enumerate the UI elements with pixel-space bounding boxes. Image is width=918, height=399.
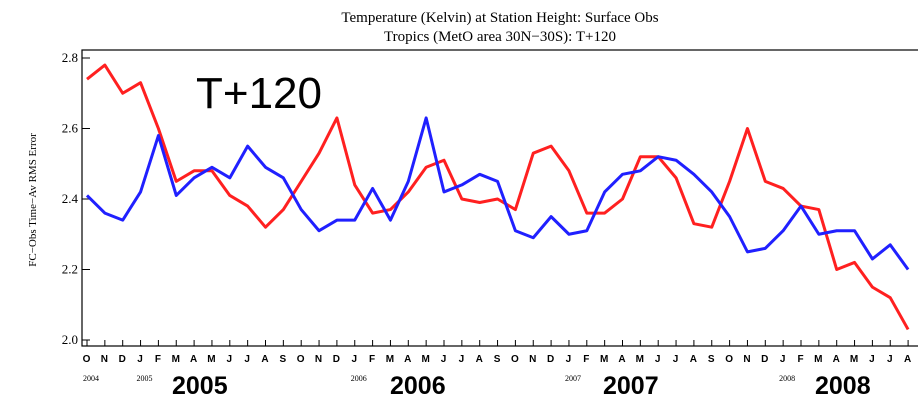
x-tick-label: J — [137, 354, 144, 365]
big-year-label: 2007 — [603, 372, 659, 399]
x-tick-label: O — [511, 354, 520, 365]
x-tick-label: F — [583, 354, 590, 365]
year-label: 2004 — [83, 374, 99, 383]
x-tick-label: J — [459, 354, 466, 365]
big-year-label: 2008 — [815, 372, 871, 399]
big-year-label: 2005 — [172, 372, 228, 399]
x-tick-label: D — [547, 354, 555, 365]
y-tick-label: 2.8 — [62, 50, 78, 65]
year-label: 2007 — [565, 374, 581, 383]
x-tick-label: A — [261, 354, 269, 365]
y-tick-label: 2.6 — [62, 121, 79, 136]
x-tick-label: F — [369, 354, 376, 365]
x-tick-label: D — [761, 354, 769, 365]
x-tick-label: J — [887, 354, 894, 365]
x-tick-label: J — [566, 354, 573, 365]
x-tick-label: A — [618, 354, 626, 365]
y-tick-label: 2.2 — [62, 262, 78, 277]
annotation: T+120 — [196, 69, 322, 118]
chart-title: Temperature (Kelvin) at Station Height: … — [341, 10, 658, 26]
x-tick-label: M — [600, 354, 609, 365]
year-label: 2008 — [779, 374, 795, 383]
x-tick-label: M — [172, 354, 181, 365]
x-tick-label: N — [315, 354, 323, 365]
x-tick-label: J — [441, 354, 448, 365]
x-tick-label: O — [725, 354, 734, 365]
x-tick-label: S — [280, 354, 288, 365]
y-tick-label: 2.4 — [62, 191, 79, 206]
year-label: 2006 — [351, 374, 367, 383]
x-tick-label: O — [297, 354, 306, 365]
x-tick-label: J — [673, 354, 680, 365]
x-tick-label: M — [421, 354, 430, 365]
x-tick-label: A — [190, 354, 198, 365]
series-line — [86, 63, 910, 331]
x-tick-label: J — [780, 354, 787, 365]
x-tick-label: M — [386, 354, 395, 365]
x-tick-label: A — [690, 354, 698, 365]
x-tick-label: N — [743, 354, 751, 365]
x-tick-label: A — [476, 354, 484, 365]
y-tick-label: 2.0 — [62, 332, 78, 347]
x-tick-label: J — [351, 354, 358, 365]
x-tick-label: M — [636, 354, 645, 365]
x-tick-label: O — [83, 354, 92, 365]
x-tick-label: M — [814, 354, 823, 365]
series-line — [85, 116, 910, 271]
x-tick-label: D — [333, 354, 341, 365]
x-tick-label: J — [655, 354, 662, 365]
x-tick-label: S — [494, 354, 502, 365]
x-tick-label: F — [155, 354, 162, 365]
x-tick-label: N — [529, 354, 537, 365]
year-label: 2005 — [137, 374, 153, 383]
big-year-label: 2006 — [390, 372, 446, 399]
y-axis-label: FC−Obs Time−Av RMS Error — [27, 133, 39, 267]
x-tick-label: D — [119, 354, 127, 365]
x-tick-label: A — [404, 354, 412, 365]
x-tick-label: A — [904, 354, 912, 365]
x-tick-label: J — [244, 354, 251, 365]
x-tick-label: J — [869, 354, 876, 365]
x-tick-label: S — [708, 354, 716, 365]
x-tick-label: A — [833, 354, 841, 365]
x-tick-label: N — [101, 354, 109, 365]
x-tick-label: F — [797, 354, 804, 365]
x-tick-label: M — [207, 354, 216, 365]
x-tick-label: J — [227, 354, 234, 365]
chart-subtitle: Tropics (MetO area 30N−30S): T+120 — [384, 29, 616, 45]
plot-frame — [81, 49, 918, 347]
x-tick-label: M — [850, 354, 859, 365]
